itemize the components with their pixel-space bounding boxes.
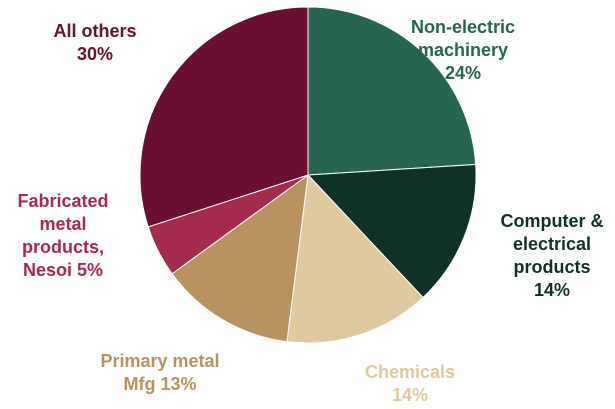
slice-label-non-electric-machinery: Non-electric machinery 24%: [410, 17, 515, 83]
pie-slice-all-others: [139, 6, 309, 228]
slice-label-fabricated-metal-products: Fabricated metal products, Nesoi 5%: [17, 191, 109, 280]
pie-slice-computer: [306, 163, 477, 299]
slice-label-all-others: All others 30%: [53, 21, 137, 64]
slice-label-chemicals: Chemicals 14%: [364, 362, 456, 405]
pie-slice-non-electric: [307, 6, 477, 176]
pie-slice-chemicals: [286, 173, 424, 344]
slice-label-computer-electrical-products: Computer & electrical products 14%: [500, 211, 604, 300]
pie-slice-primary-metal: [171, 173, 309, 343]
slice-label-primary-metal-mfg: Primary metal Mfg 13%: [100, 351, 220, 394]
